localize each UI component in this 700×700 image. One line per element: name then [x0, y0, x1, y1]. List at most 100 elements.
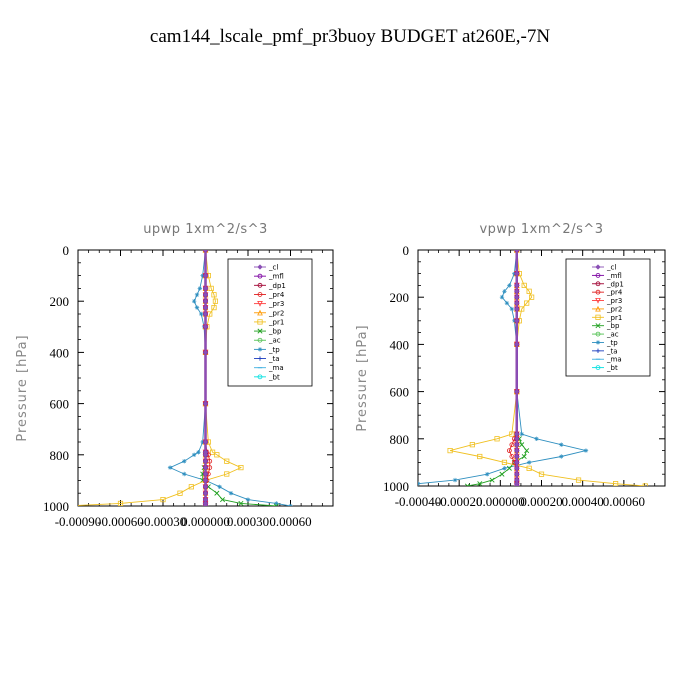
series-point_cl [202, 471, 209, 477]
series-group [78, 250, 293, 506]
series-point_pr1 [211, 304, 217, 311]
series-point_bp [506, 465, 512, 471]
series-point_tp [288, 503, 293, 506]
series-point_tp [196, 450, 201, 455]
series-point_tp [217, 484, 222, 489]
series-point_pr1 [212, 298, 219, 304]
legend-marker_mfl [257, 273, 263, 279]
series-point_cl [514, 453, 520, 460]
series-point_cl [202, 490, 209, 496]
series-point_cl [202, 324, 209, 330]
series-point_bp [477, 481, 483, 486]
legend-label_bt: _bt [268, 373, 280, 381]
x-tick-label: -0.00040 [395, 494, 442, 509]
figure-title: cam144_lscale_pmf_pr3buoy BUDGET at260E,… [150, 26, 550, 47]
series-line_tp [168, 250, 291, 506]
series-point_bp [464, 483, 470, 486]
series-point_cl [514, 250, 520, 253]
series-point_tp [197, 286, 203, 291]
series-point_pr1 [211, 292, 217, 298]
chart-panel-1: upwp 1xm^2/s^302004006008001000-0.00090-… [15, 222, 334, 529]
y-axis-label: Pressure [hPa] [355, 324, 370, 431]
legend: _cl_mfl_dp1_pr4_pr3_pr2_pr1_bp_ac_tp_ta_… [227, 258, 313, 387]
legend-label_pr4: _pr4 [268, 291, 285, 299]
legend-marker_tp [257, 347, 263, 352]
legend-label_pr4: _pr4 [606, 289, 623, 297]
x-tick-label: 0.000000 [181, 514, 230, 529]
series-point_pr1 [524, 300, 530, 306]
series-point_pr1 [477, 453, 483, 460]
series-point_cl [202, 458, 209, 464]
series-point_pr4 [509, 442, 515, 448]
legend-marker_ac [595, 331, 601, 337]
legend-label_ta: _ta [606, 347, 618, 355]
series-group [418, 250, 648, 486]
series-point_tp [484, 472, 490, 477]
series-point_pr1 [575, 477, 582, 483]
legend-marker_bp [257, 328, 263, 334]
series-point_pr1 [214, 452, 220, 458]
y-tick-label: 0 [63, 243, 70, 258]
series-point_tp [507, 283, 512, 288]
series-point_tp [191, 452, 197, 457]
series-point_pr1 [177, 490, 183, 496]
series-point_cl [514, 288, 520, 294]
series-point_tp [499, 295, 505, 300]
series-point_cl [514, 388, 520, 395]
series-point_tp [199, 311, 204, 317]
legend-box [565, 258, 651, 377]
legend-label_tp: _tp [606, 339, 618, 347]
legend-label_cl: _cl [606, 264, 616, 272]
series-point_cl [514, 341, 520, 348]
y-tick-label: 800 [50, 448, 70, 463]
series-point_cl [202, 349, 209, 356]
series-point_tp [526, 460, 532, 465]
series-point_tp [200, 439, 205, 445]
series-point_cl [514, 270, 520, 277]
y-tick-label: 400 [390, 337, 410, 352]
y-axis-label: Pressure [hPa] [15, 334, 30, 441]
panel-title: upwp 1xm^2/s^3 [143, 222, 268, 237]
legend-label_ma: _ma [268, 364, 284, 372]
series-point_bp [524, 448, 530, 454]
x-tick-label: -0.00090 [55, 514, 102, 529]
y-tick-label: 400 [50, 345, 70, 360]
legend-label_pr2: _pr2 [268, 309, 284, 317]
series-point_cl [514, 471, 520, 477]
chart-panel-2: vpwp 1xm^2/s^3 0 200 400 600 800 1000-0.00040-… [355, 222, 666, 509]
legend-marker_tp [595, 340, 601, 345]
series-point_cl [202, 292, 209, 298]
x-tick-label: 0.00030 [227, 514, 269, 529]
series-point_bp [214, 490, 220, 496]
series-point_bp [519, 442, 525, 448]
series-point_bp [499, 471, 505, 477]
series-point_pr1 [509, 431, 515, 437]
x-tick-label: 0.00020 [520, 494, 562, 509]
legend-label_tp: _tp [268, 346, 280, 354]
y-tick-label: 600 [50, 397, 70, 412]
series-point_cl [202, 285, 209, 292]
series-point_cl [514, 282, 520, 289]
series-point_tp [559, 442, 564, 447]
series-point_cl [202, 298, 209, 304]
y-tick-label: 200 [390, 290, 410, 305]
legend-marker_dp1 [595, 281, 601, 287]
panel-title: vpwp 1xm^2/s^3 [479, 222, 603, 237]
series-point_tp [167, 465, 173, 470]
y-tick-label: 1000 [383, 479, 409, 494]
legend-label_bp: _bp [268, 328, 282, 336]
x-tick-label: -0.00060 [97, 514, 144, 529]
series-point_tp [519, 431, 524, 437]
series-point_cl [202, 484, 209, 490]
legend-marker_dp1 [257, 282, 263, 288]
series-point_pr4 [507, 448, 512, 453]
x-tick-label: 0.00060 [269, 514, 311, 529]
series-point_bp [219, 497, 226, 503]
legend-marker_pr3 [257, 301, 263, 307]
legend-label_pr1: _pr1 [606, 314, 622, 322]
series-point_cl [202, 439, 209, 445]
series-point_pr4 [509, 454, 515, 459]
series-point_pr1 [238, 464, 244, 471]
legend-label_mfl: _mfl [606, 272, 622, 280]
